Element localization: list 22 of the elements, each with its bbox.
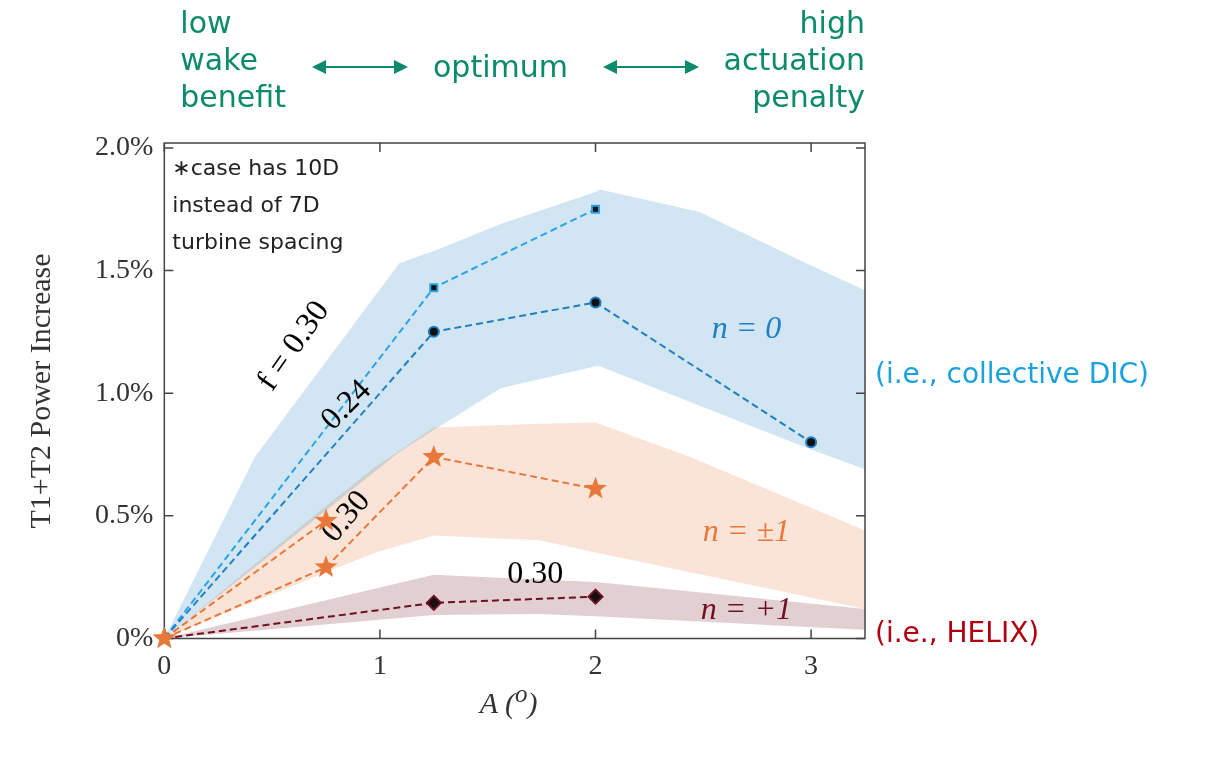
text: n = ±1 [702,511,790,548]
series-label: n = 0 [711,308,782,345]
y-tick-label: 1.0% [95,375,154,407]
text: (i.e., HELIX) [875,616,1040,649]
x-tick-label: 3 [804,648,819,680]
y-tick-label: 0% [116,620,154,652]
text: optimum [433,48,568,85]
x-tick-label: 2 [588,648,603,680]
annotation: 0.30 [507,554,564,591]
annotation: 0.30 [312,482,377,549]
x-tick-label: 0 [157,648,172,680]
y-tick-label: 2.0% [95,130,154,162]
x-axis-title: A ($^{o}$) [479,680,538,721]
x-tick-label: 1 [372,648,387,680]
text: n = +1 [700,589,793,626]
y-tick-label: 0.5% [95,498,154,530]
y-tick-label: 1.5% [95,252,154,284]
text: high actuation penalty [723,4,866,115]
y-axis-title: T1+T2 Power Increase [23,253,57,529]
text: (i.e., collective DIC) [875,357,1149,390]
annotation: ∗case has 10D instead of 7D turbine spacing [172,154,345,256]
text: low wake benefit [180,4,286,115]
